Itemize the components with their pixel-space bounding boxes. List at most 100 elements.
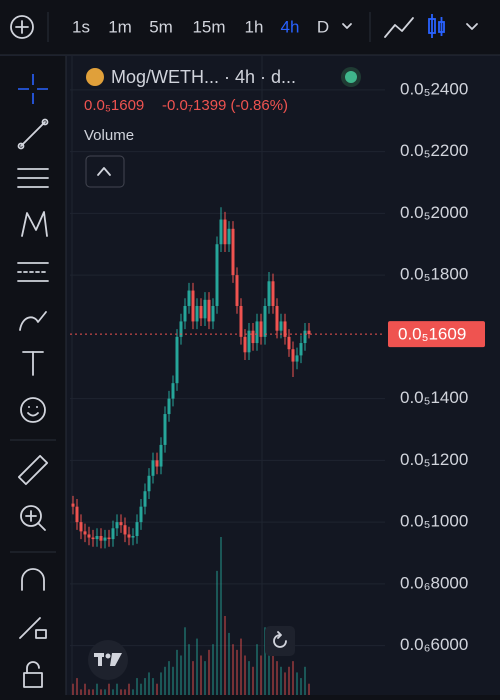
volume-bar — [104, 689, 106, 695]
collapse-legend-button[interactable] — [85, 155, 125, 188]
last-price-label: 0.0₅1609 — [398, 325, 466, 344]
volume-bar — [160, 672, 162, 695]
volume-bar — [140, 683, 142, 695]
trend-line-tool[interactable] — [17, 118, 49, 150]
text-tool[interactable] — [22, 351, 44, 376]
interval-button[interactable]: 4h — [281, 17, 300, 36]
candle-body — [279, 321, 283, 331]
candle-body — [195, 305, 199, 322]
volume-bar — [172, 666, 174, 695]
volume-bar — [80, 689, 82, 695]
volume-bar — [100, 689, 102, 695]
candle-body — [123, 525, 127, 535]
interval-button[interactable]: 1s — [72, 17, 90, 36]
magnet-tool[interactable] — [21, 568, 45, 591]
volume-bar — [128, 683, 130, 695]
volume-bar — [92, 689, 94, 695]
candle-body — [103, 537, 107, 541]
candle-body — [239, 305, 243, 337]
volume-bar — [260, 655, 262, 695]
volume-bar — [220, 537, 222, 695]
candle-body — [147, 475, 151, 492]
interval-group: 1s 1m 5m 15m 1h 4h D — [72, 17, 352, 36]
volume-bar — [196, 638, 198, 695]
y-tick-label: 0.0₆6000 — [400, 635, 468, 654]
interval-button[interactable]: 15m — [192, 17, 225, 36]
volume-bar — [268, 638, 270, 695]
zoom-tool[interactable] — [20, 505, 46, 531]
volume-bar — [96, 683, 98, 695]
y-tick-label: 0.0₅1200 — [400, 450, 468, 469]
volume-bar — [204, 661, 206, 695]
volume-bar — [304, 666, 306, 695]
y-tick-label: 0.0₅2200 — [400, 141, 468, 160]
interval-button[interactable]: 1m — [108, 17, 132, 36]
candle-body — [171, 383, 175, 399]
volume-bar — [156, 683, 158, 695]
volume-bar — [228, 632, 230, 695]
volume-bar — [244, 655, 246, 695]
candle-body — [115, 522, 119, 529]
volume-bar — [148, 672, 150, 695]
volume-bar — [136, 678, 138, 695]
interval-button[interactable]: D — [317, 17, 329, 36]
volume-bar — [88, 689, 90, 695]
volume-bar — [284, 672, 286, 695]
candle-body — [83, 531, 87, 535]
y-tick-label: 0.0₅2000 — [400, 203, 468, 222]
candle-body — [243, 336, 247, 353]
candle-body — [183, 305, 187, 322]
interval-dropdown[interactable] — [342, 23, 352, 29]
volume-bar — [176, 649, 178, 695]
candle-body — [75, 506, 79, 523]
lock-tool[interactable] — [23, 661, 43, 688]
reset-chart-button[interactable] — [265, 626, 295, 656]
fib-tool[interactable] — [17, 168, 49, 188]
candle-body — [251, 330, 255, 344]
line-chart-button[interactable] — [384, 17, 414, 38]
volume-bar — [224, 616, 226, 695]
volume-bar — [108, 683, 110, 695]
y-tick-label: 0.0₆8000 — [400, 573, 468, 592]
candle-body — [143, 491, 147, 507]
candle-body — [71, 503, 75, 507]
legend-price: 0.0₅1609 — [84, 97, 144, 114]
brush-tool[interactable] — [19, 311, 47, 331]
candle-body — [163, 414, 167, 445]
tradingview-logo[interactable] — [88, 640, 128, 680]
candle-body — [247, 330, 251, 353]
volume-bar — [292, 661, 294, 695]
candle-type-button[interactable] — [428, 14, 445, 38]
candle-body — [255, 321, 259, 344]
ruler-tool[interactable] — [17, 454, 49, 486]
volume-bar — [116, 683, 118, 695]
volume-bar — [152, 678, 154, 695]
volume-bar — [168, 661, 170, 695]
more-dropdown[interactable] — [466, 23, 478, 30]
candle-body — [287, 336, 291, 350]
interval-button[interactable]: 1h — [245, 17, 264, 36]
candle-body — [223, 219, 227, 245]
volume-bar — [112, 689, 114, 695]
prediction-tool[interactable] — [17, 262, 49, 282]
pattern-tool[interactable] — [21, 211, 48, 237]
price-axis: 0.0₅2400 0.0₅2200 0.0₅2000 0.0₅1800 0.0₅1400… — [70, 79, 485, 654]
candle-body — [155, 460, 159, 467]
volume-bar — [180, 655, 182, 695]
add-symbol-button[interactable] — [10, 15, 34, 39]
volume-bar — [132, 689, 134, 695]
legend-change: -0.0₇1399 (-0.86%) — [162, 97, 288, 114]
volume-bar — [264, 627, 266, 695]
candle-body — [91, 537, 95, 540]
candle-body — [95, 536, 99, 540]
emoji-tool[interactable] — [20, 397, 46, 423]
y-tick-label: 0.0₅1400 — [400, 388, 468, 407]
volume-bar — [300, 678, 302, 695]
candle-body — [259, 321, 263, 337]
crosshair-tool[interactable] — [18, 74, 48, 104]
candle-body — [299, 343, 303, 356]
interval-button[interactable]: 5m — [149, 17, 173, 36]
lock-drawings-tool[interactable] — [19, 617, 47, 639]
